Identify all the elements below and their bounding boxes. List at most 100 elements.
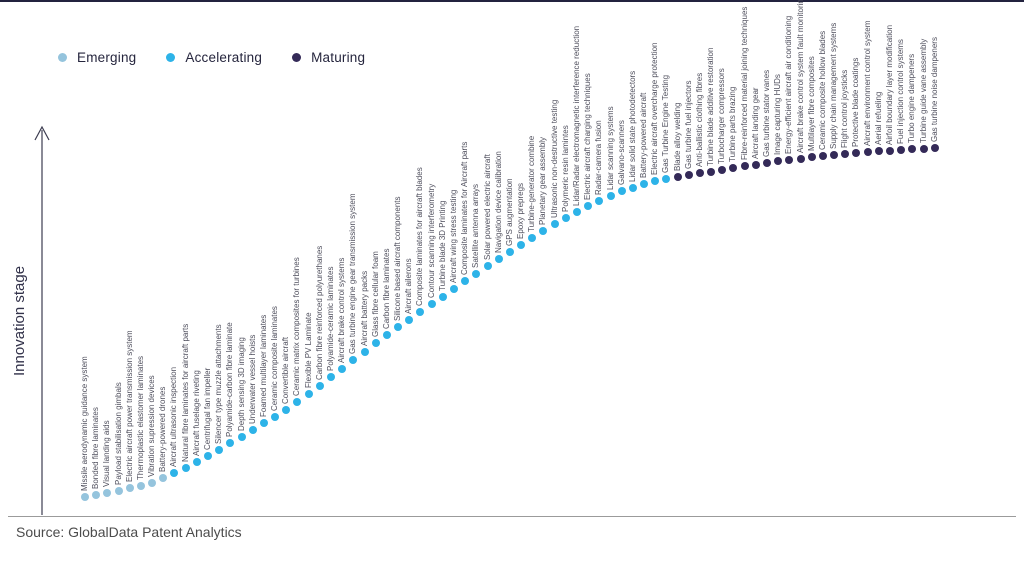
point-label: Electric aircraft power transmission sys… — [124, 330, 134, 483]
point-dot — [930, 144, 939, 152]
point-label: Vibration supression devices — [147, 375, 157, 477]
point-label: Protective blade coatings — [851, 57, 861, 147]
point-dot — [695, 169, 704, 178]
point-dot — [360, 347, 369, 356]
point-label: Convertible aircraft — [281, 336, 291, 404]
point-dot — [550, 220, 559, 228]
point-dot — [908, 145, 917, 154]
point-dot — [517, 241, 525, 249]
point-label: Gas Turbine Engine Testing — [661, 74, 671, 173]
point-label: Electric aircraft overcharge protection — [650, 42, 660, 176]
point-label: Bonded fibre laminates — [91, 407, 101, 489]
point-dot — [226, 439, 235, 448]
point-label: Silencer type muzzle attachments — [214, 324, 224, 444]
point-label: Aircraft ultrasonic inspection — [169, 366, 179, 467]
point-label: Polymeric resin lamintes — [560, 125, 570, 212]
point-dot — [718, 165, 727, 174]
point-label: Natural fibre laminates for aircraft par… — [180, 323, 190, 462]
point-dot — [382, 331, 391, 339]
point-label: Ceramic composite laminates — [270, 305, 280, 411]
point-label: Visual landing aids — [102, 420, 112, 487]
point-dot — [394, 323, 402, 332]
point-dot — [572, 208, 581, 216]
bottom-divider — [8, 516, 1016, 517]
top-divider — [0, 0, 1024, 2]
maturing-dot-icon — [292, 53, 302, 62]
point-dot — [416, 308, 425, 316]
point-label: Missile aerodynamic guidance system — [80, 356, 89, 491]
point-dot — [293, 398, 302, 406]
point-dot — [740, 162, 749, 171]
point-label: Galvano-scanners — [616, 120, 626, 185]
point-label: Supply chain management systems — [829, 22, 839, 149]
point-label: Turbocharger compressors — [717, 68, 727, 164]
point-dot — [304, 390, 313, 398]
point-dot — [595, 197, 604, 205]
legend-label-maturing: Maturing — [311, 50, 366, 65]
y-axis-arrow — [34, 125, 50, 515]
point-dot — [874, 147, 883, 156]
point-label: Fibre-reinforced material joining techni… — [739, 6, 749, 161]
point-dot — [181, 464, 190, 472]
point-label: Fuel injection control systems — [896, 39, 906, 144]
point-label: Thermoplastic elastomer laminates — [135, 355, 145, 480]
point-dot — [204, 452, 212, 460]
point-dot — [237, 432, 246, 441]
point-dot — [92, 491, 101, 499]
point-label: Ultrasonic non-destructive testing — [549, 99, 559, 218]
point-dot — [662, 175, 671, 183]
point-dot — [148, 479, 157, 487]
point-label: Turbine guide vane assembly — [918, 38, 928, 143]
point-label: Planetary gear assembly — [538, 136, 548, 225]
point-label: Image capturing HUDs — [773, 74, 783, 155]
point-label: Aircraft fuselage riveting — [191, 370, 201, 456]
point-dot — [427, 300, 436, 309]
point-dot — [852, 149, 861, 157]
emerging-dot-icon — [58, 53, 67, 62]
point-dot — [807, 153, 816, 162]
point-dot — [103, 489, 112, 497]
point-label: Airfoil boundary layer modification — [885, 24, 894, 145]
point-label: Turbo engine dampeners — [907, 54, 917, 144]
point-dot — [114, 487, 123, 495]
point-label: Gas turbine noise dampeners — [929, 37, 939, 142]
point-dot — [763, 158, 771, 167]
point-label: Anti-ballistic clothing fibres — [694, 73, 704, 168]
legend: Emerging Accelerating Maturing — [58, 50, 365, 65]
point-label: Satellite antenna arrays — [471, 183, 481, 268]
point-label: Composite laminates for aircraft blades — [415, 167, 425, 306]
point-label: Ceramic composite hollow blades — [817, 30, 827, 150]
point-dot — [461, 277, 470, 286]
point-dot — [338, 364, 347, 373]
point-label: Carbon fibre laminates — [381, 248, 391, 329]
point-dot — [259, 419, 268, 428]
point-dot — [125, 484, 134, 493]
point-label: Flexible PV Laminate — [303, 312, 313, 388]
point-dot — [405, 315, 414, 324]
point-label: Battery-powered aircraft — [639, 92, 648, 179]
point-dot — [841, 150, 850, 158]
point-label: Aircraft brake control system fault moni… — [795, 0, 805, 153]
point-dot — [315, 382, 324, 390]
point-dot — [751, 160, 760, 169]
point-dot — [192, 458, 201, 466]
point-dot — [483, 262, 492, 270]
accelerating-dot-icon — [166, 53, 176, 62]
legend-item-accelerating: Accelerating — [166, 50, 262, 65]
point-dot — [170, 469, 179, 477]
point-label: Gas turbine fuel injectors — [683, 80, 693, 170]
point-label: Aircraft ailerons — [404, 258, 414, 314]
point-label: Polyamide-ceramic laminates — [326, 266, 335, 372]
point-label: Turbine blade additive restoration — [706, 47, 716, 166]
point-label: Turbine-generator combine — [527, 135, 537, 232]
point-label: Battery-powered drones — [158, 386, 168, 472]
point-label: Depth sensing 3D imaging — [236, 336, 246, 431]
source-attribution: Source: GlobalData Patent Analytics — [16, 524, 242, 540]
point-dot — [673, 173, 682, 181]
point-label: GPS augmentation — [504, 178, 514, 246]
point-dot — [438, 292, 447, 301]
point-dot — [785, 155, 794, 164]
point-label: Silicone based aircraft components — [393, 196, 402, 322]
